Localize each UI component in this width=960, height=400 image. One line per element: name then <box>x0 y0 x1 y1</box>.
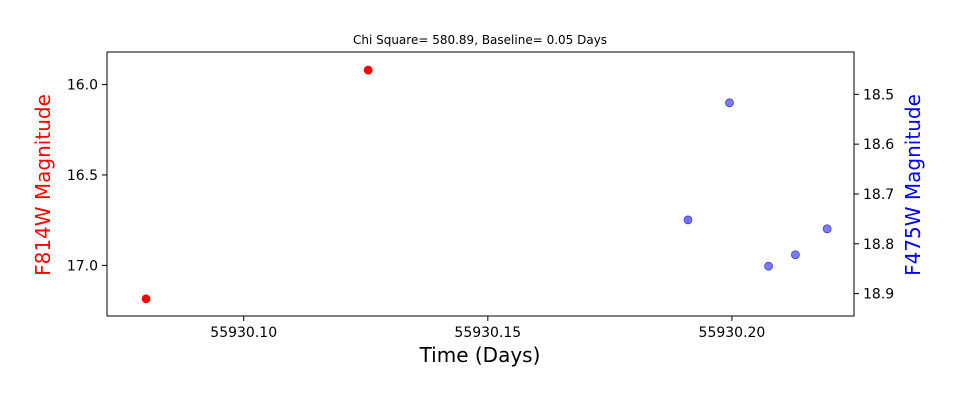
f814w-point <box>141 294 151 304</box>
y-axis-right: 18.5 18.6 18.7 18.8 18.9 <box>854 87 894 303</box>
y-right-tick-label: 18.9 <box>863 287 894 303</box>
y-left-tick-label: 16.0 <box>67 78 98 94</box>
y-right-tick-label: 18.7 <box>863 187 894 203</box>
f475w-point <box>764 261 773 271</box>
f814w-point <box>363 65 373 75</box>
f475w-point <box>725 98 734 108</box>
y-axis-left: 16.0 16.5 17.0 <box>67 78 107 274</box>
y-right-tick-label: 18.8 <box>863 237 894 253</box>
f475w-point <box>683 215 693 225</box>
plot-frame <box>106 51 855 317</box>
f475w-point <box>791 250 800 260</box>
y-right-tick-label: 18.6 <box>863 137 894 153</box>
plot-border <box>106 51 855 317</box>
x-axis-label: Time (Days) <box>419 343 541 367</box>
x-tick-label: 55930.15 <box>454 325 521 341</box>
data-points <box>141 65 832 304</box>
x-tick-label: 55930.20 <box>699 325 766 341</box>
y-axis-left-label: F814W Magnitude <box>31 94 55 276</box>
chart-title: Chi Square= 580.89, Baseline= 0.05 Days <box>353 33 607 47</box>
y-left-tick-label: 16.5 <box>67 168 98 184</box>
x-axis: 55930.10 55930.15 55930.20 <box>210 316 765 341</box>
f475w-point <box>822 224 832 234</box>
y-axis-right-label: F475W Magnitude <box>901 94 925 276</box>
y-left-tick-label: 17.0 <box>67 258 98 274</box>
x-tick-label: 55930.10 <box>210 325 277 341</box>
y-right-tick-label: 18.5 <box>863 87 894 103</box>
